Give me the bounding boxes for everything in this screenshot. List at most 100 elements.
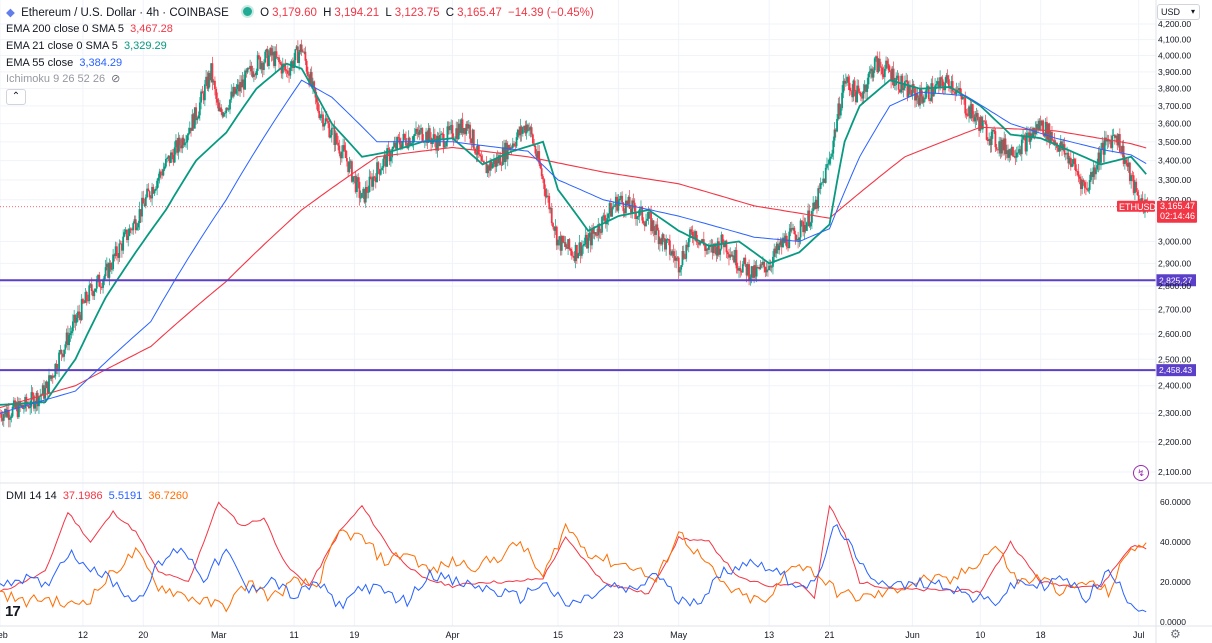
candle-body bbox=[195, 107, 197, 121]
candle-body bbox=[530, 127, 533, 135]
candle-body bbox=[882, 74, 885, 78]
price-tick-label: 3,300.00 bbox=[1158, 175, 1191, 185]
candle-body bbox=[43, 385, 45, 399]
currency-select[interactable]: USD ▾ bbox=[1157, 4, 1200, 20]
candle-body bbox=[139, 209, 142, 217]
candle-body bbox=[188, 127, 191, 134]
candle-body bbox=[215, 89, 218, 99]
candle-body bbox=[712, 243, 715, 254]
candle-body bbox=[358, 181, 361, 198]
candle-body bbox=[833, 129, 836, 141]
candle-body bbox=[298, 52, 301, 63]
candle-body bbox=[878, 58, 881, 67]
candle-body bbox=[1116, 135, 1119, 146]
candle-body bbox=[286, 70, 289, 74]
candle-body bbox=[97, 274, 99, 280]
time-tick-label: 18 bbox=[1036, 630, 1046, 640]
candle-body bbox=[1030, 133, 1033, 138]
candle-body bbox=[767, 269, 769, 271]
candle-body bbox=[1027, 132, 1029, 134]
indicator-ema200[interactable]: EMA 200 close 0 SMA 5 3,467.28 bbox=[6, 22, 176, 36]
dmi-legend[interactable]: DMI 14 14 37.1986 5.5191 36.7260 bbox=[6, 489, 191, 503]
symbol-legend[interactable]: ◆ Ethereum / U.S. Dollar · 4h · COINBASE… bbox=[6, 5, 597, 20]
candle-body bbox=[702, 239, 705, 245]
candle-body bbox=[633, 202, 636, 212]
horizontal-levels[interactable]: 2,825.27 2,458.43 bbox=[0, 274, 1196, 377]
candle-body bbox=[681, 251, 684, 266]
candle-body bbox=[338, 145, 341, 154]
candle-body bbox=[196, 118, 199, 121]
price-tick-label: 4,200.00 bbox=[1158, 19, 1191, 29]
candle-body bbox=[990, 131, 993, 146]
candle-body bbox=[133, 219, 136, 224]
candle-body bbox=[535, 153, 538, 158]
candle-body bbox=[387, 148, 390, 149]
eye-hidden-icon[interactable]: ⊘ bbox=[111, 73, 121, 85]
candle-body bbox=[896, 75, 899, 78]
candle-body bbox=[217, 102, 220, 112]
candle-body bbox=[1111, 135, 1114, 148]
currency-label: USD bbox=[1161, 7, 1181, 17]
price-tick-label: 3,400.00 bbox=[1158, 156, 1191, 166]
candle-body bbox=[74, 314, 77, 323]
candle-body bbox=[827, 163, 830, 165]
candle-body bbox=[557, 239, 559, 246]
candle-body bbox=[421, 128, 424, 141]
collapse-legend-button[interactable]: ⌃ bbox=[6, 89, 26, 105]
candle-body bbox=[853, 80, 856, 92]
candle-body bbox=[181, 137, 184, 149]
candle-body bbox=[75, 317, 78, 323]
settings-gear-icon[interactable]: ⚙ bbox=[1170, 627, 1181, 641]
candle-body bbox=[249, 65, 252, 69]
candle-body bbox=[88, 285, 91, 301]
candle-body bbox=[320, 114, 323, 116]
candle-body bbox=[102, 280, 104, 288]
horizontal-level-label: 2,458.43 bbox=[1159, 365, 1192, 375]
candle-body bbox=[902, 87, 905, 90]
candle-body bbox=[117, 256, 120, 258]
candle-body bbox=[559, 236, 562, 251]
indicator-ema21[interactable]: EMA 21 close 0 SMA 5 3,329.29 bbox=[6, 39, 170, 53]
candle-body bbox=[498, 155, 500, 164]
candle-body bbox=[167, 155, 170, 159]
candle-body bbox=[175, 140, 177, 148]
candle-body bbox=[28, 404, 30, 409]
candle-body bbox=[89, 284, 92, 286]
candle-body bbox=[342, 145, 345, 152]
candle-body bbox=[651, 220, 654, 232]
candle-body bbox=[313, 81, 316, 88]
candle-body bbox=[229, 99, 231, 110]
low-key: L bbox=[385, 7, 392, 19]
candle-body bbox=[785, 235, 788, 247]
candle-body bbox=[384, 154, 387, 167]
candle-body bbox=[802, 221, 805, 233]
dmi-tick-label: 20.0000 bbox=[1160, 577, 1191, 587]
candle-body bbox=[1035, 124, 1038, 130]
candle-body bbox=[1112, 135, 1115, 136]
candle-body bbox=[707, 246, 710, 250]
candle-body bbox=[691, 231, 694, 238]
candle-body bbox=[518, 129, 520, 136]
candle-body bbox=[857, 85, 860, 92]
candle-body bbox=[379, 170, 382, 175]
candle-body bbox=[161, 173, 164, 176]
alert-icon[interactable]: ↯ bbox=[1133, 465, 1149, 481]
candle-body bbox=[1002, 139, 1004, 151]
candle-body bbox=[491, 163, 494, 169]
candle-body bbox=[988, 138, 991, 141]
candle-body bbox=[1098, 152, 1101, 163]
indicator-ichimoku[interactable]: Ichimoku 9 26 52 26 ⊘ bbox=[6, 72, 123, 86]
candle-body bbox=[432, 134, 435, 140]
candle-body bbox=[1009, 149, 1012, 156]
candle-body bbox=[653, 230, 656, 235]
indicator-ema55[interactable]: EMA 55 close 3,384.29 bbox=[6, 56, 125, 70]
candle-body bbox=[866, 84, 869, 92]
candle-body bbox=[156, 180, 159, 189]
candle-body bbox=[1126, 163, 1129, 167]
candle-body bbox=[564, 242, 567, 248]
candle-body bbox=[719, 248, 722, 255]
indicator-value: 3,329.29 bbox=[123, 40, 167, 52]
candle-body bbox=[289, 67, 292, 76]
